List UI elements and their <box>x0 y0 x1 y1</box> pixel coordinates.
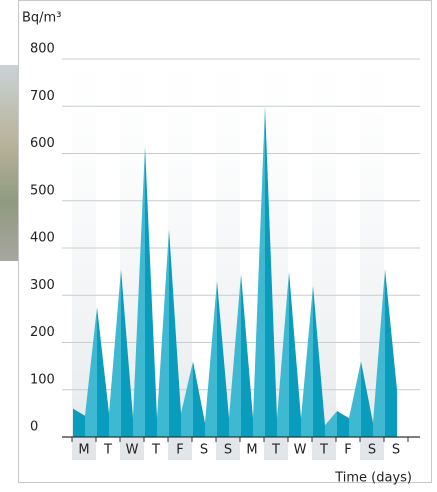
x-tick-label: T <box>151 443 160 458</box>
y-axis-label: Bq/m³ <box>22 11 61 26</box>
area-segment <box>133 146 145 437</box>
x-tick-label: S <box>200 443 208 458</box>
area-segment <box>181 361 193 437</box>
day-label-bg <box>216 438 240 460</box>
x-tick-label: F <box>344 443 351 458</box>
x-tick-label: F <box>176 443 183 458</box>
area-segment <box>145 146 157 437</box>
y-tick-label: 500 <box>30 183 55 198</box>
area-segment <box>193 361 205 437</box>
x-tick-label: S <box>224 443 232 458</box>
area-segment <box>97 307 109 437</box>
area-segment <box>337 411 349 437</box>
x-tick-label: T <box>319 443 328 458</box>
area-segment <box>325 411 337 437</box>
day-label-bg <box>264 438 288 460</box>
area-segment <box>241 273 253 437</box>
area-segment <box>301 285 313 437</box>
area-segment <box>313 285 325 437</box>
area-segment <box>253 106 265 437</box>
area-segment <box>73 408 85 437</box>
area-segment <box>373 269 385 437</box>
frame <box>18 0 432 483</box>
area-segment <box>349 361 361 437</box>
y-tick-label: 700 <box>30 89 55 104</box>
y-tick-label: 600 <box>30 136 55 151</box>
area-segment <box>265 106 277 437</box>
area-segment <box>229 273 241 437</box>
x-tick-label: W <box>126 443 139 458</box>
area-segment <box>109 269 121 437</box>
day-label-bg <box>72 438 96 460</box>
y-tick-label: 400 <box>30 231 55 246</box>
day-label-bg <box>360 438 384 460</box>
x-tick-label: T <box>103 443 112 458</box>
x-tick-label: M <box>78 443 89 458</box>
area-segment <box>205 281 217 437</box>
y-tick-label: 300 <box>30 278 55 293</box>
area-segment <box>289 271 301 437</box>
x-tick-label: T <box>271 443 280 458</box>
x-tick-label: S <box>392 443 400 458</box>
photo-strip <box>0 65 18 261</box>
area-segment <box>385 269 397 437</box>
area-segment <box>361 361 373 437</box>
area-segment <box>157 229 169 437</box>
day-label-bg <box>312 438 336 460</box>
x-axis-label: Time (days) <box>334 471 412 486</box>
y-tick-label: 200 <box>30 325 55 340</box>
area-segment <box>277 271 289 437</box>
day-label-bg <box>120 438 144 460</box>
x-tick-label: W <box>294 443 307 458</box>
area-segment <box>169 229 181 437</box>
y-tick-label: 100 <box>30 372 55 387</box>
y-tick-label: 800 <box>30 42 55 57</box>
day-label-bg <box>168 438 192 460</box>
area-segment <box>121 269 133 437</box>
area-segment <box>217 281 229 437</box>
x-tick-label: M <box>246 443 257 458</box>
x-tick-label: S <box>368 443 376 458</box>
y-tick-label: 0 <box>30 420 38 435</box>
area-segment <box>85 307 97 437</box>
